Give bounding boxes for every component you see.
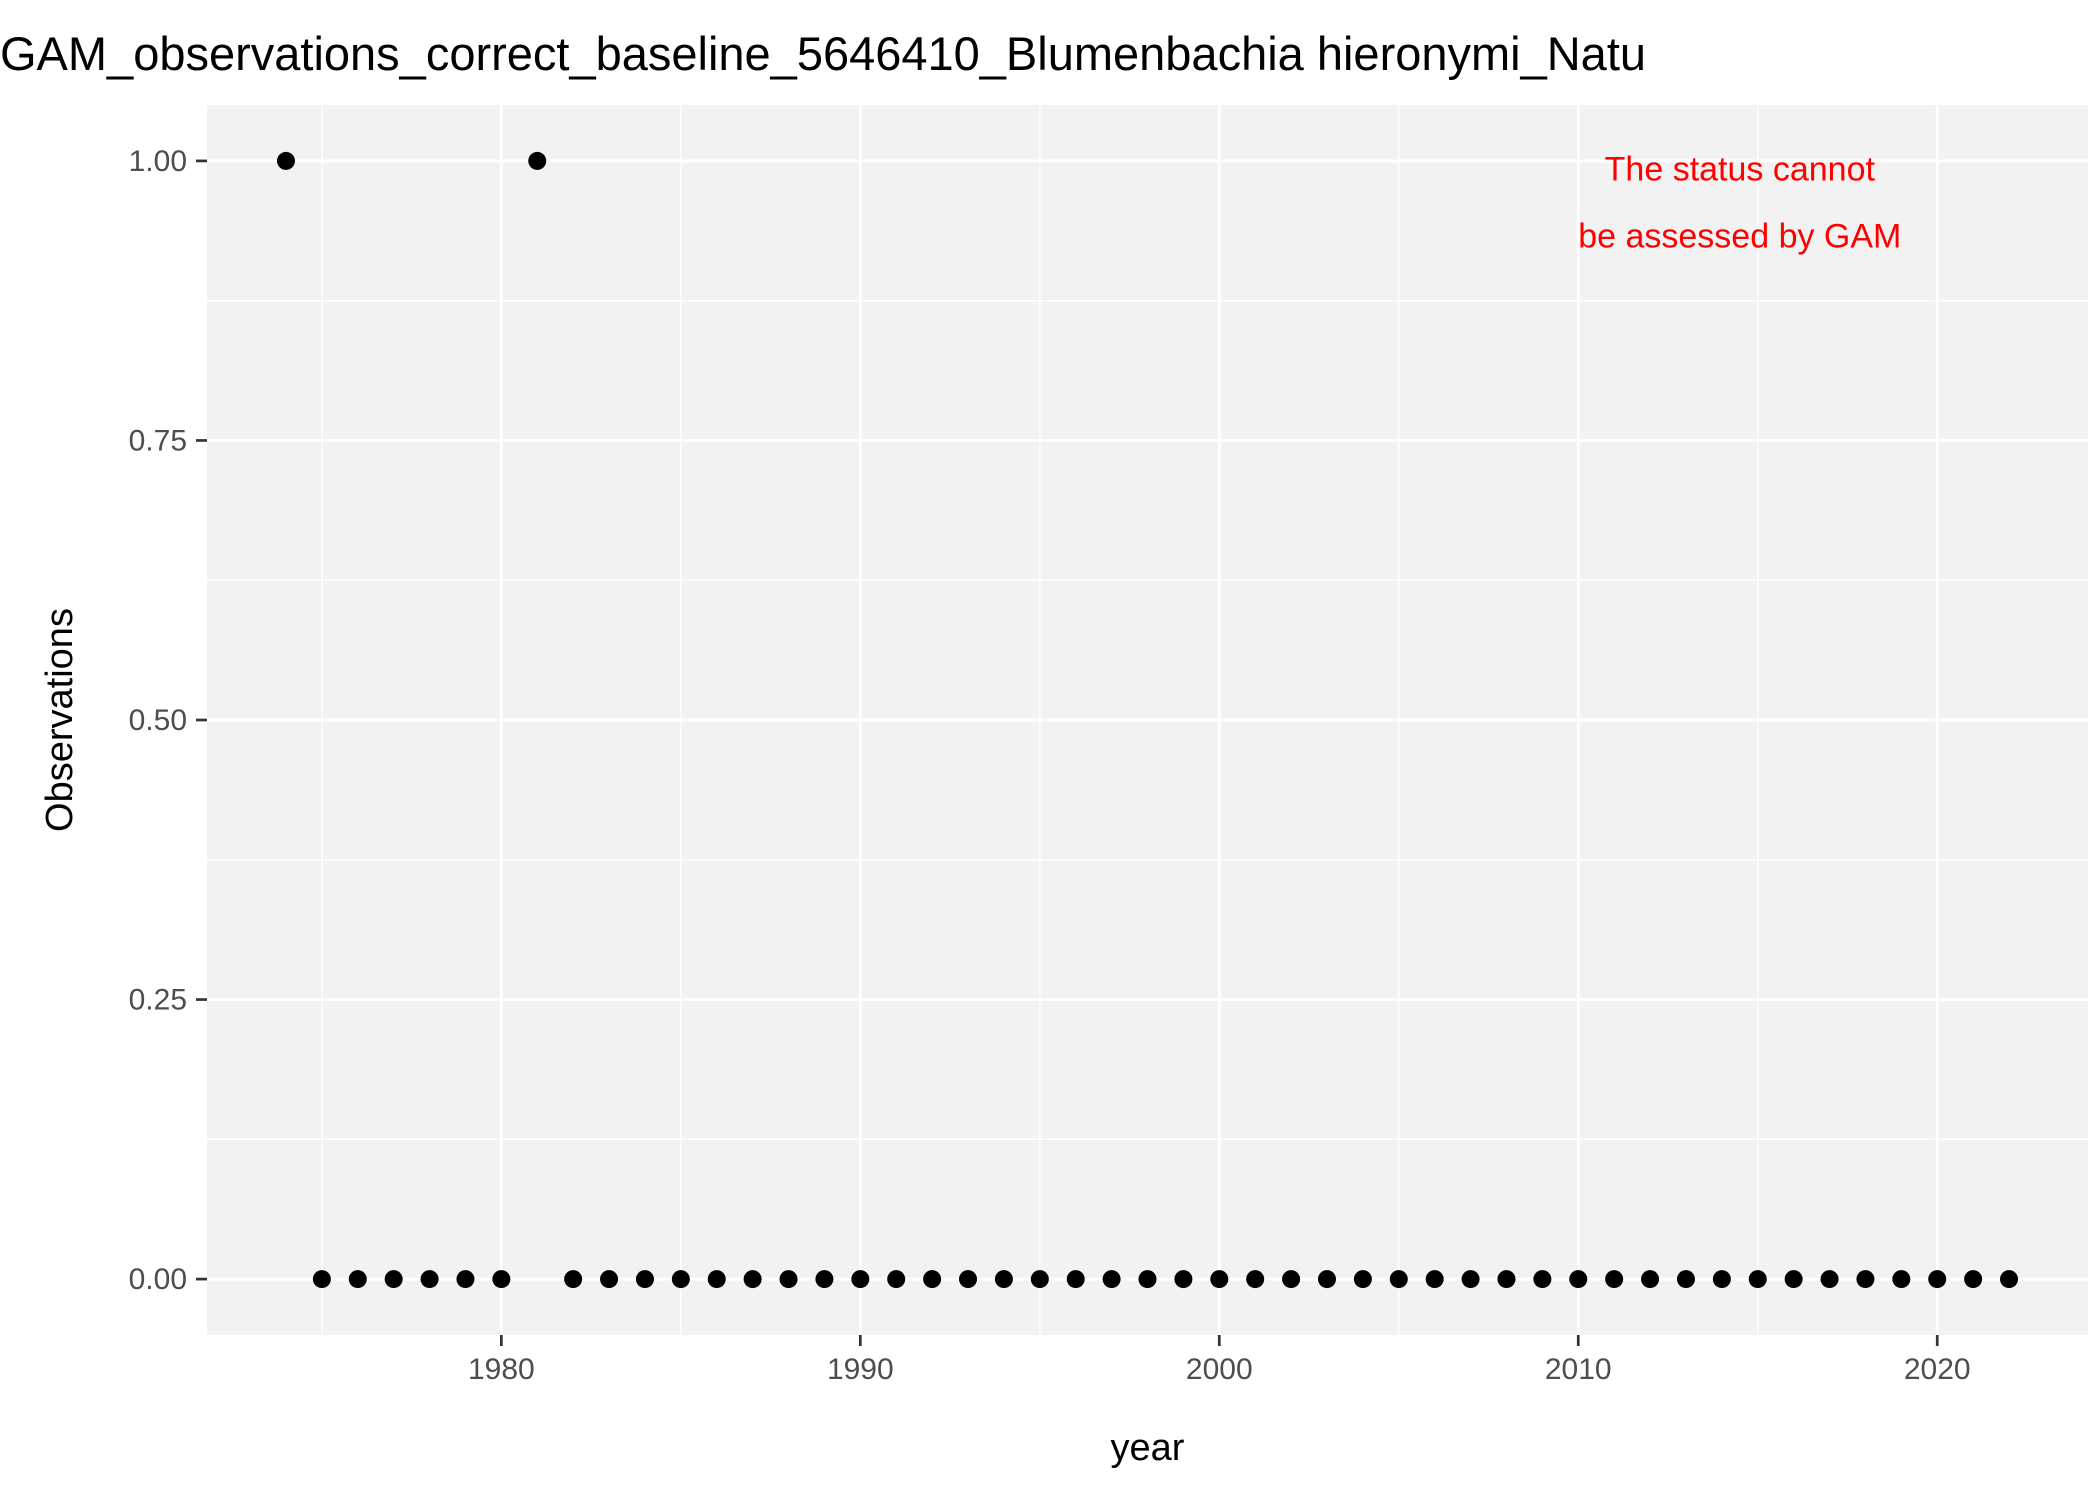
annotation-line: The status cannot [1605,151,1876,189]
data-point [1174,1270,1193,1289]
data-point [959,1270,978,1289]
data-point [851,1270,870,1289]
x-tick-label: 2010 [1545,1353,1612,1386]
data-point [1317,1270,1336,1289]
data-point [1533,1270,1552,1289]
data-point [312,1270,331,1289]
data-point [1461,1270,1480,1289]
data-point [1425,1270,1444,1289]
data-point [1892,1270,1911,1289]
x-axis-title: year [1111,1427,1185,1469]
y-axis: 0.00 0.25 0.50 0.75 1.00 [129,145,207,1296]
data-point [2000,1270,2019,1289]
y-tick-label: 0.00 [129,1263,187,1296]
data-point [1641,1270,1660,1289]
data-point [384,1270,403,1289]
data-point [707,1270,726,1289]
data-point [1748,1270,1767,1289]
data-point [815,1270,834,1289]
x-tick-label: 1980 [468,1353,535,1386]
x-axis: 1980 1990 2000 2010 2020 [468,1335,1971,1386]
x-tick-label: 2020 [1904,1353,1971,1386]
data-points [276,151,2019,1289]
data-point [779,1270,798,1289]
data-point [1102,1270,1121,1289]
data-point [1820,1270,1839,1289]
data-point [887,1270,906,1289]
data-point [492,1270,511,1289]
data-point [923,1270,942,1289]
x-tick-label: 2000 [1186,1353,1253,1386]
data-point [635,1270,654,1289]
data-point [1030,1270,1049,1289]
data-point [528,151,547,170]
y-tick-label: 0.25 [129,984,187,1017]
data-point [564,1270,583,1289]
chart-title: GAM_observations_correct_baseline_564641… [0,27,1646,80]
status-annotation: The status cannot be assessed by GAM [1578,151,1901,256]
data-point [1784,1270,1803,1289]
y-axis-title: Observations [39,608,81,832]
data-point [994,1270,1013,1289]
y-tick-label: 0.75 [129,424,187,457]
y-tick-label: 1.00 [129,145,187,178]
data-point [1138,1270,1157,1289]
data-point [1928,1270,1947,1289]
data-point [1210,1270,1229,1289]
data-point [1497,1270,1516,1289]
data-point [1856,1270,1875,1289]
data-point [1246,1270,1265,1289]
data-point [1569,1270,1588,1289]
y-tick-label: 0.50 [129,704,187,737]
data-point [456,1270,475,1289]
data-point [1964,1270,1983,1289]
data-point [671,1270,690,1289]
data-point [1353,1270,1372,1289]
data-point [743,1270,762,1289]
data-point [348,1270,367,1289]
data-point [1712,1270,1731,1289]
data-point [1066,1270,1085,1289]
data-point [276,151,295,170]
data-point [600,1270,619,1289]
data-point [1282,1270,1301,1289]
data-point [1389,1270,1408,1289]
data-point [1676,1270,1695,1289]
data-point [420,1270,439,1289]
data-point [1605,1270,1624,1289]
annotation-line: be assessed by GAM [1578,218,1901,256]
x-tick-label: 1990 [827,1353,894,1386]
